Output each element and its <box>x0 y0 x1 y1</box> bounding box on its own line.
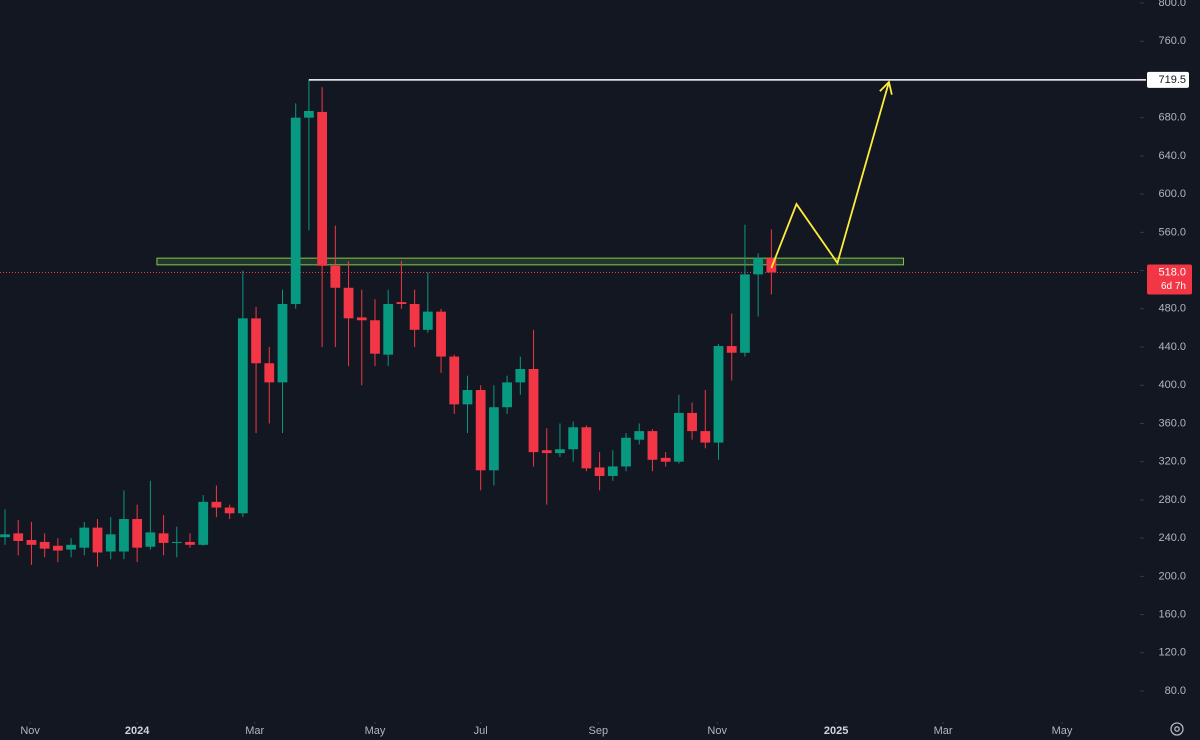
candle-body <box>39 541 50 549</box>
candle-body <box>568 427 579 450</box>
candle-body <box>105 534 116 552</box>
candle-body <box>237 318 248 514</box>
candle-body <box>343 287 354 319</box>
y-tick-label: 640.0 <box>1158 150 1186 162</box>
candle-body <box>753 258 764 275</box>
y-tick-label: 440.0 <box>1158 341 1186 353</box>
candle-body <box>185 541 195 545</box>
candle-body <box>700 431 711 443</box>
candle-body <box>251 318 261 364</box>
candle-body <box>304 110 314 118</box>
resistance-tag <box>1147 71 1189 88</box>
y-tick-label: 200.0 <box>1158 570 1186 582</box>
y-tick-label: 560.0 <box>1158 226 1186 238</box>
candle-body <box>356 317 367 321</box>
candle-body <box>541 450 552 454</box>
y-tick-label: 400.0 <box>1158 379 1186 391</box>
candle-body <box>581 427 592 469</box>
candle-body <box>436 311 446 357</box>
candle-body <box>449 356 460 405</box>
candle-body <box>92 527 103 553</box>
candle-body <box>0 534 10 538</box>
candle-body <box>647 431 658 460</box>
y-tick-label: 800.0 <box>1158 0 1186 9</box>
candle-body <box>422 311 433 330</box>
y-tick-label: 240.0 <box>1158 532 1186 544</box>
y-tick-label: 680.0 <box>1158 112 1186 124</box>
candle-body <box>687 412 697 432</box>
candle-body <box>621 437 631 467</box>
candle-body <box>26 540 37 545</box>
candle-body <box>13 533 24 542</box>
candle-body <box>224 507 235 514</box>
x-tick-label: Nov <box>20 725 40 737</box>
x-tick-label: May <box>365 725 386 737</box>
candle-body <box>290 117 301 305</box>
candle-body <box>396 302 407 305</box>
y-tick-label: 160.0 <box>1158 608 1186 620</box>
y-tick-label: 360.0 <box>1158 417 1186 429</box>
y-tick-label: 480.0 <box>1158 303 1186 315</box>
candle-body <box>673 412 684 462</box>
x-tick-label: 2025 <box>824 725 848 737</box>
candle-body <box>132 519 143 548</box>
y-tick-label: 120.0 <box>1158 647 1186 659</box>
candle-body <box>634 431 645 440</box>
candle-body <box>277 304 288 383</box>
candle-body <box>766 258 777 273</box>
candle-body <box>409 304 420 330</box>
x-tick-label: Mar <box>245 725 264 737</box>
projection-path <box>770 81 890 269</box>
x-tick-label: 2024 <box>125 725 150 737</box>
x-tick-label: Nov <box>707 725 727 737</box>
candle-body <box>66 544 76 550</box>
candle-body <box>330 265 341 288</box>
candle-body <box>660 457 671 462</box>
countdown-label: 6d 7h <box>1161 281 1186 292</box>
x-tick-label: Jul <box>474 725 488 737</box>
candle-body <box>370 320 380 354</box>
candle-body <box>462 390 473 405</box>
candle-body <box>489 407 499 471</box>
candle-body <box>119 519 129 552</box>
x-tick-label: Mar <box>934 725 953 737</box>
y-tick-label: 80.0 <box>1165 685 1186 697</box>
candle-body <box>171 541 182 543</box>
candle-body <box>79 527 90 548</box>
y-tick-label: 600.0 <box>1158 188 1186 200</box>
candle-body <box>515 368 526 383</box>
icon-ring <box>1170 722 1184 736</box>
candle-body <box>607 466 618 477</box>
candle-body <box>211 501 222 508</box>
x-tick-label: Sep <box>588 725 608 737</box>
candle-body <box>158 533 169 543</box>
y-tick-label: 760.0 <box>1158 35 1186 47</box>
projection-arrowhead <box>879 80 893 95</box>
icon-center <box>1174 726 1180 732</box>
candle-body <box>555 449 565 454</box>
candle-body <box>383 304 394 355</box>
resistance-label: 719.5 <box>1158 74 1186 86</box>
candle-body <box>713 346 724 443</box>
x-tick-label: May <box>1052 725 1073 737</box>
support-zone <box>156 257 904 266</box>
candle-body <box>740 274 750 353</box>
y-tick-label: 280.0 <box>1158 494 1186 506</box>
candle-body <box>317 111 328 266</box>
last-price-label: 518.0 <box>1158 266 1186 278</box>
candle-body <box>145 532 156 547</box>
candle-body <box>264 363 275 383</box>
y-tick-label: 320.0 <box>1158 456 1186 468</box>
candle-body <box>475 390 486 471</box>
candle-body <box>198 501 209 545</box>
last-price-tag <box>1147 264 1192 295</box>
candle-body <box>594 467 605 477</box>
candle-body <box>528 368 539 453</box>
candle-body <box>52 545 63 551</box>
candle-body <box>502 382 512 408</box>
candle-body <box>726 346 737 353</box>
settings-icon[interactable] <box>1170 722 1184 736</box>
